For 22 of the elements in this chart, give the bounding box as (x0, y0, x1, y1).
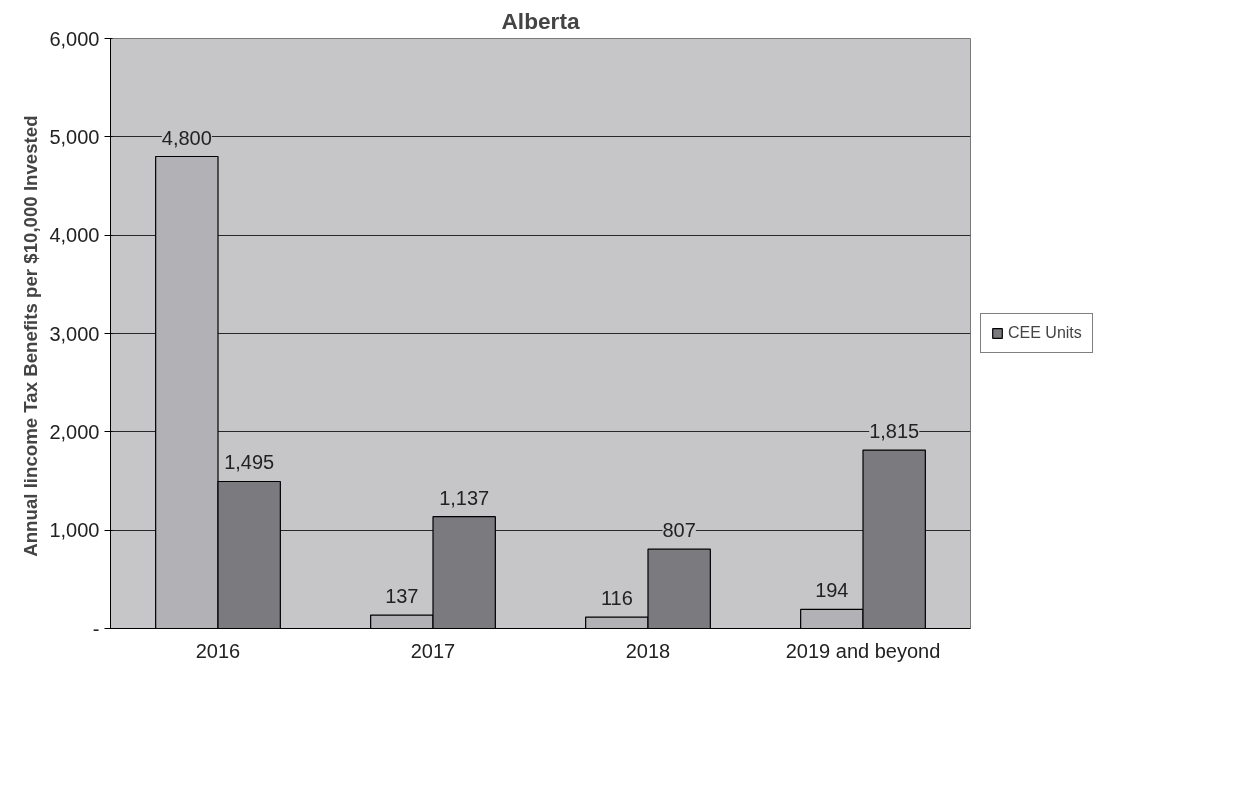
data-label: 807 (662, 519, 696, 542)
y-tick-label: 5,000 (49, 125, 100, 148)
data-label: 116 (600, 587, 633, 610)
x-tick-label: 2017 (410, 639, 456, 662)
data-label: 194 (815, 579, 849, 602)
y-tick-label: 4,000 (49, 224, 100, 247)
legend-label: CEE Units (1008, 324, 1082, 342)
data-label: 4,800 (161, 126, 212, 149)
x-tick-label: 2016 (195, 639, 241, 662)
y-tick-label: - (92, 617, 100, 640)
chart-title: Alberta (501, 7, 580, 34)
y-axis-title: Annual Iincome Tax Benefits per $10,000 Invested (20, 115, 42, 557)
y-tick-label: 6,000 (49, 27, 100, 50)
x-tick-label: 2018 (625, 639, 671, 662)
data-label: 137 (385, 585, 419, 608)
y-tick-label: 3,000 (49, 322, 100, 345)
data-label: 1,137 (439, 486, 490, 509)
y-tick-label: 2,000 (49, 420, 100, 443)
y-tick-label: 1,000 (49, 519, 100, 542)
data-label: 1,815 (869, 420, 920, 443)
x-tick-label: 2019 and beyond (785, 639, 941, 662)
data-label: 1,495 (224, 451, 275, 474)
